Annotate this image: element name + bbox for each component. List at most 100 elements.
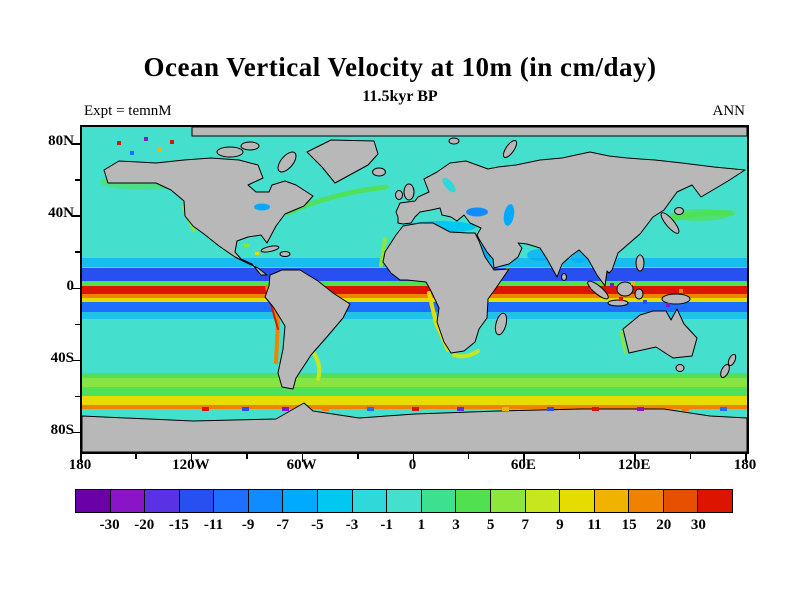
island-new-zealand-south — [720, 363, 730, 379]
continents — [82, 127, 747, 452]
y-axis-tick-label: 0 — [66, 277, 75, 294]
world-velocity-map — [82, 127, 747, 452]
island-sri-lanka — [561, 273, 567, 281]
island-tasmania — [675, 364, 685, 372]
island-baffin — [277, 151, 297, 173]
map-frame — [80, 125, 749, 454]
y-axis-tick-label: 80N — [48, 133, 74, 150]
colorbar-segment — [629, 490, 664, 512]
island-britain — [403, 183, 415, 201]
colorbar-label: -11 — [203, 517, 224, 533]
colorbar-segment — [352, 490, 388, 512]
continent-north-america — [103, 157, 314, 276]
great-lakes — [254, 203, 270, 211]
colorbar-segment — [387, 490, 422, 512]
colorbar-label: 1 — [417, 517, 426, 533]
y-axis-tick-mark — [75, 323, 80, 326]
colorbar-label: 9 — [556, 517, 564, 533]
island-java — [607, 299, 629, 307]
continent-africa — [382, 222, 510, 354]
x-axis-tick-mark — [190, 454, 193, 462]
colorbar-segment — [179, 490, 215, 512]
colorbar-segments — [76, 490, 732, 512]
island-hokkaido — [674, 207, 684, 215]
island-hispaniola — [279, 251, 291, 257]
x-axis-tick-mark — [246, 454, 248, 459]
colorbar-segment — [456, 490, 491, 512]
colorbar-segment — [663, 490, 699, 512]
colorbar-label: -9 — [241, 517, 255, 533]
island-sulawesi — [634, 288, 644, 300]
x-axis-tick-mark — [634, 454, 636, 462]
colorbar-label: 20 — [656, 517, 672, 533]
baltic-sea — [442, 177, 456, 193]
y-axis-tick-mark — [75, 395, 80, 398]
island-canadian-arctic-2 — [240, 141, 260, 151]
page-title: Ocean Vertical Velocity at 10m (in cm/da… — [143, 52, 657, 82]
colorbar-segment — [76, 490, 111, 512]
black-sea — [466, 207, 488, 217]
island-sumatra — [587, 280, 609, 300]
colorbar-label: -30 — [99, 517, 120, 533]
continent-eurasia — [395, 151, 746, 287]
y-axis-tick-mark — [75, 179, 80, 181]
island-borneo — [616, 281, 634, 297]
y-axis-tick-mark — [72, 215, 80, 217]
colorbar-segment — [145, 490, 180, 512]
colorbar-segment — [525, 490, 561, 512]
colorbar-label: 3 — [452, 517, 460, 533]
island-iceland — [372, 167, 386, 177]
colorbar-segment — [318, 490, 353, 512]
x-axis-tick-label: 120E — [617, 457, 651, 473]
y-axis-tick-mark — [72, 287, 80, 289]
experiment-label: Expt = temnM — [84, 103, 172, 119]
x-axis-tick-label: 120W — [172, 457, 210, 473]
island-svalbard — [448, 137, 460, 145]
colorbar-segment — [698, 490, 732, 512]
x-axis-tick-mark — [357, 454, 359, 459]
x-axis-tick-label: 180 — [733, 457, 757, 473]
colorbar-label: -7 — [276, 517, 290, 533]
island-cuba — [260, 245, 280, 253]
island-novaya-zemlya — [502, 139, 518, 159]
x-axis-tick-mark — [412, 454, 414, 462]
x-axis-tick-mark — [301, 454, 304, 462]
colorbar-segment — [421, 490, 457, 512]
y-axis-tick-mark — [75, 251, 80, 253]
x-axis-tick-label: 60E — [510, 457, 536, 473]
inland-seas — [254, 177, 515, 226]
colorbar-label: -5 — [311, 517, 324, 533]
colorbar-segment — [560, 490, 595, 512]
x-axis-tick-mark — [80, 454, 82, 462]
continent-greenland — [306, 139, 379, 184]
colorbar-segment — [214, 490, 249, 512]
colorbar-label: -1 — [380, 517, 393, 533]
island-ireland — [395, 190, 403, 200]
x-axis-tick-mark — [523, 454, 525, 462]
island-new-guinea — [661, 293, 691, 305]
y-axis-tick-mark — [72, 359, 80, 362]
mesoscale-speckles — [117, 137, 727, 411]
island-madagascar — [494, 312, 508, 336]
colorbar-label: 5 — [486, 517, 495, 533]
subtitle: 11.5kyr BP — [362, 88, 438, 105]
season-label: ANN — [712, 103, 746, 119]
x-axis-tick-mark — [467, 454, 470, 459]
colorbar-labels: -30 -20 -15 -11 -9 -7 -5 -3 -1 1 3 5 7 9 11 15 20 30 — [75, 517, 733, 537]
y-axis-tick-label: 80S — [50, 421, 74, 438]
y-axis-tick-mark — [72, 431, 80, 434]
continent-south-america — [264, 269, 351, 390]
y-axis-tick-label: 40N — [48, 205, 74, 222]
colorbar-label: 15 — [621, 517, 637, 533]
caspian-sea — [503, 204, 515, 226]
colorbar-label: 7 — [521, 517, 529, 533]
x-axis-tick-mark — [689, 454, 692, 459]
island-new-zealand-north — [727, 353, 737, 367]
colorbar-label: -15 — [168, 517, 189, 533]
y-axis-tick-mark — [72, 143, 80, 145]
colorbar-label: 11 — [587, 517, 602, 533]
continent-antarctica — [82, 402, 747, 452]
colorbar-segment — [110, 490, 146, 512]
y-axis-tick-label: 40S — [50, 349, 74, 366]
